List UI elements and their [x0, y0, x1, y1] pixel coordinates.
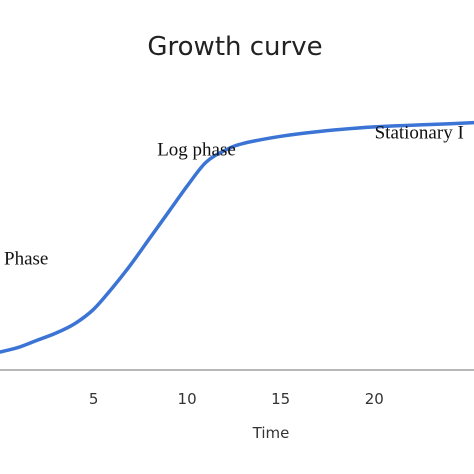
- growth-series-line: [0, 120, 474, 354]
- annotation-label: Phase: [4, 248, 48, 269]
- x-tick-label: 20: [365, 390, 384, 408]
- annotation-label: Stationary I: [375, 123, 464, 144]
- series-layer: [0, 120, 474, 354]
- chart-title: Growth curve: [147, 32, 322, 62]
- x-tick-label: 10: [178, 390, 197, 408]
- annotation-layer: Phase Log phase Stationary I: [4, 123, 464, 270]
- x-axis-label: Time: [252, 424, 290, 442]
- x-tick-label: 5: [89, 390, 99, 408]
- annotation-label: Log phase: [157, 139, 236, 160]
- x-tick-label: 15: [271, 390, 290, 408]
- x-tick-layer: 5 10 15 20: [89, 390, 384, 408]
